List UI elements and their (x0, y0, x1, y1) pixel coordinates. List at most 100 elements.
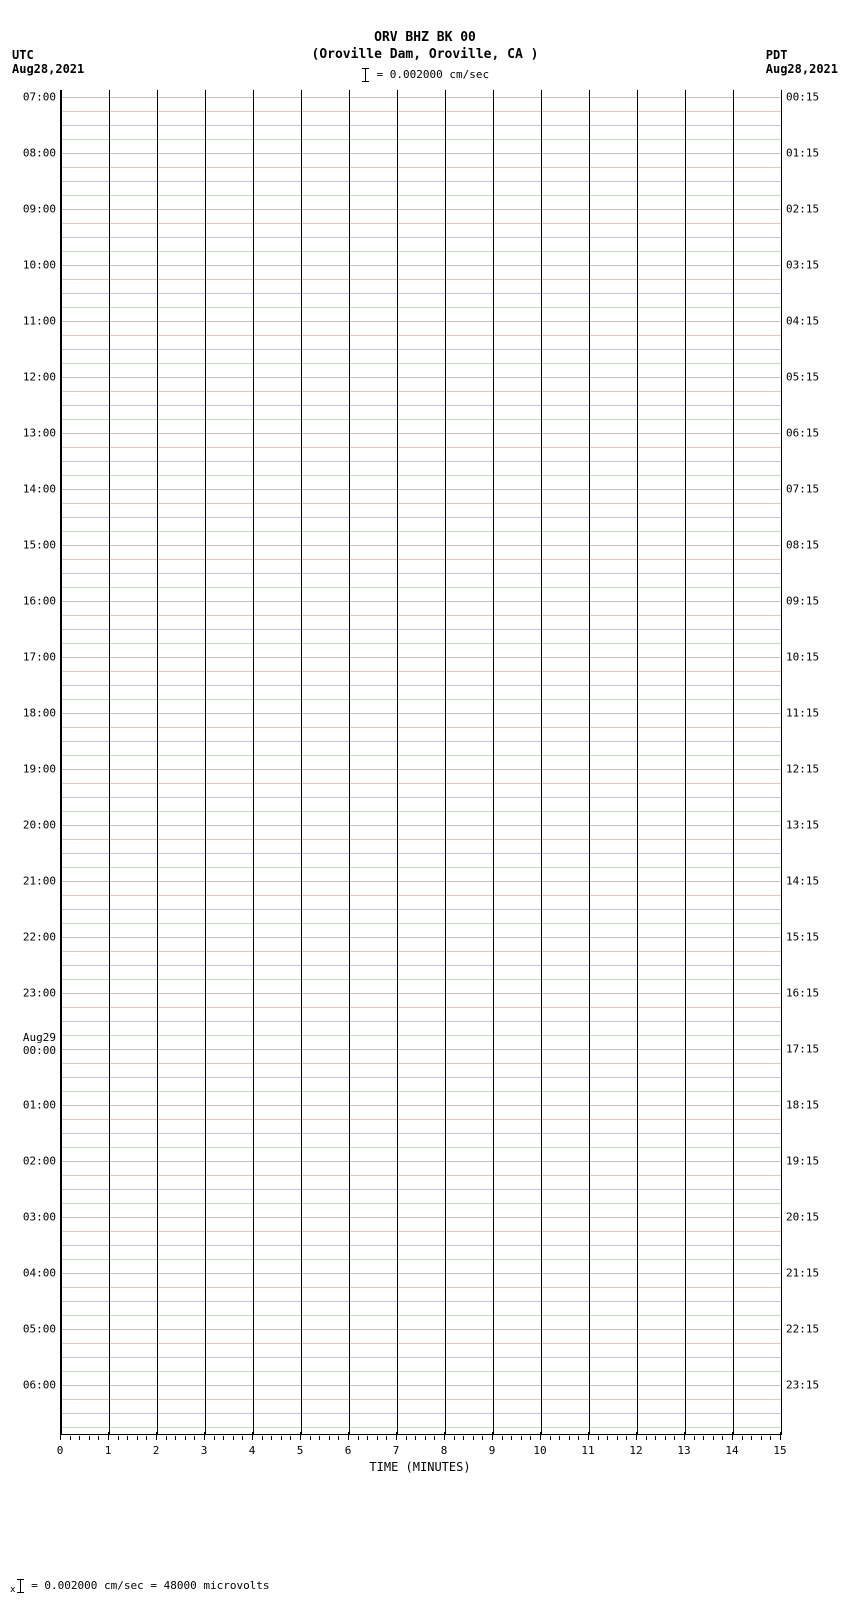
trace-line (61, 1399, 781, 1400)
trace-line (61, 1287, 781, 1288)
trace-line (61, 1063, 781, 1064)
xtick-minor (185, 1436, 186, 1440)
trace-line (61, 363, 781, 364)
xtick-minor (175, 1436, 176, 1440)
trace-line (61, 279, 781, 280)
pdt-hour-label: 04:15 (786, 315, 819, 328)
trace-line (61, 545, 781, 546)
x-axis: TIME (MINUTES) 0123456789101112131415 (60, 1434, 780, 1484)
utc-hour-label: 11:00 (23, 315, 56, 328)
trace-line (61, 1427, 781, 1428)
pdt-hour-label: 20:15 (786, 1211, 819, 1224)
xtick-label: 1 (105, 1444, 112, 1457)
utc-hour-label: 20:00 (23, 819, 56, 832)
utc-hour-label: 03:00 (23, 1211, 56, 1224)
trace-line (61, 1035, 781, 1036)
xtick-minor (607, 1436, 608, 1440)
trace-line (61, 111, 781, 112)
xtick-minor (223, 1436, 224, 1440)
pdt-hour-label: 03:15 (786, 259, 819, 272)
trace-line (61, 433, 781, 434)
xtick-minor (511, 1436, 512, 1440)
utc-hour-label: 04:00 (23, 1267, 56, 1280)
xtick-minor (569, 1436, 570, 1440)
xtick-minor (530, 1436, 531, 1440)
xtick-minor (646, 1436, 647, 1440)
utc-hour-label: 02:00 (23, 1155, 56, 1168)
trace-line (61, 223, 781, 224)
trace-line (61, 349, 781, 350)
scale-bar-icon (365, 68, 366, 82)
pdt-hour-label: 05:15 (786, 371, 819, 384)
trace-line (61, 1385, 781, 1386)
xtick-minor (358, 1436, 359, 1440)
trace-line (61, 1077, 781, 1078)
xtick-minor (214, 1436, 215, 1440)
station-id: ORV BHZ BK 00 (0, 30, 850, 47)
trace-line (61, 755, 781, 756)
xtick-label: 3 (201, 1444, 208, 1457)
trace-line (61, 797, 781, 798)
xtick-label: 8 (441, 1444, 448, 1457)
footer-scale: x = 0.002000 cm/sec = 48000 microvolts (10, 1579, 270, 1595)
xtick-major (156, 1432, 157, 1440)
trace-line (61, 475, 781, 476)
xtick-major (348, 1432, 349, 1440)
xtick-minor (406, 1436, 407, 1440)
pdt-hour-label: 13:15 (786, 819, 819, 832)
xtick-minor (598, 1436, 599, 1440)
tz-left-date: Aug28,2021 (12, 62, 84, 76)
trace-line (61, 783, 781, 784)
pdt-hour-label: 14:15 (786, 875, 819, 888)
footer-text: = 0.002000 cm/sec = 48000 microvolts (31, 1579, 269, 1592)
xtick-minor (550, 1436, 551, 1440)
xtick-major (108, 1432, 109, 1440)
trace-line (61, 1357, 781, 1358)
xtick-minor (89, 1436, 90, 1440)
trace-line (61, 209, 781, 210)
pdt-hour-label: 12:15 (786, 763, 819, 776)
xtick-major (300, 1432, 301, 1440)
xtick-minor (751, 1436, 752, 1440)
utc-hour-label: 22:00 (23, 931, 56, 944)
xtick-label: 10 (533, 1444, 546, 1457)
trace-line (61, 769, 781, 770)
trace-line (61, 97, 781, 98)
trace-line (61, 1217, 781, 1218)
trace-line (61, 489, 781, 490)
trace-line (61, 685, 781, 686)
xtick-major (780, 1432, 781, 1440)
x-axis-title: TIME (MINUTES) (60, 1460, 780, 1474)
utc-hour-label: 15:00 (23, 539, 56, 552)
trace-line (61, 601, 781, 602)
xtick-minor (137, 1436, 138, 1440)
xtick-minor (415, 1436, 416, 1440)
xtick-minor (722, 1436, 723, 1440)
trace-line (61, 503, 781, 504)
utc-hour-label: 05:00 (23, 1323, 56, 1336)
trace-line (61, 867, 781, 868)
pdt-hour-label: 02:15 (786, 203, 819, 216)
pdt-hour-label: 10:15 (786, 651, 819, 664)
xtick-minor (166, 1436, 167, 1440)
trace-line (61, 1371, 781, 1372)
utc-hour-label: 06:00 (23, 1379, 56, 1392)
utc-hour-label: 07:00 (23, 91, 56, 104)
trace-line (61, 573, 781, 574)
xtick-minor (118, 1436, 119, 1440)
amplitude-scale: = 0.002000 cm/sec (0, 68, 850, 82)
scale-bar-icon (20, 1579, 21, 1593)
utc-hour-label: 23:00 (23, 987, 56, 1000)
utc-hour-label: 12:00 (23, 371, 56, 384)
xtick-minor (310, 1436, 311, 1440)
xtick-minor (626, 1436, 627, 1440)
trace-line (61, 125, 781, 126)
xtick-label: 0 (57, 1444, 64, 1457)
xtick-minor (473, 1436, 474, 1440)
xtick-minor (655, 1436, 656, 1440)
pdt-hour-label: 15:15 (786, 931, 819, 944)
trace-line (61, 853, 781, 854)
xtick-minor (713, 1436, 714, 1440)
xtick-major (684, 1432, 685, 1440)
pdt-hour-label: 18:15 (786, 1099, 819, 1112)
